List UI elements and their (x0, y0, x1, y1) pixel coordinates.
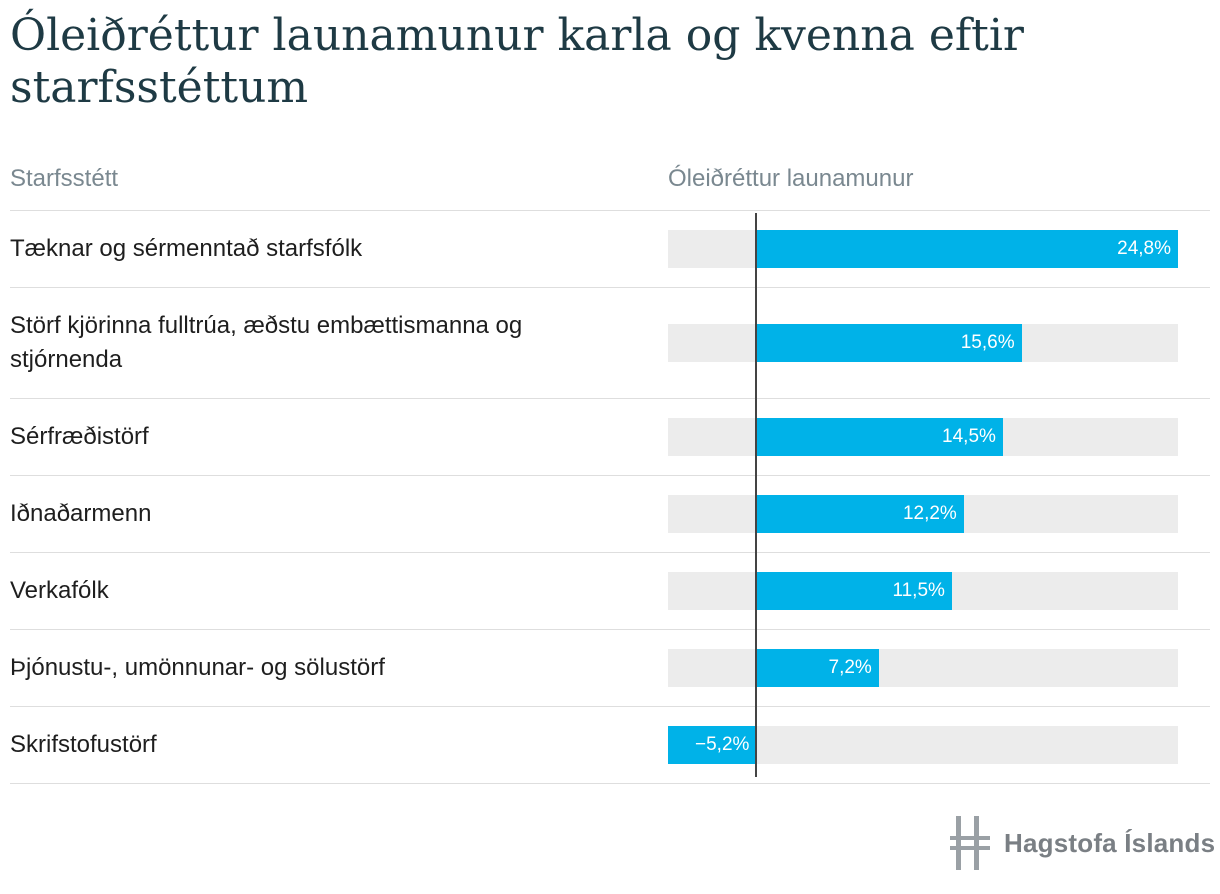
category-label: Þjónustu-, umönnunar- og sölustörf (10, 654, 385, 681)
category-label: Iðnaðarmenn (10, 500, 152, 527)
bar-track: 15,6% (668, 324, 1178, 362)
bar (668, 726, 757, 764)
bar (756, 572, 952, 610)
bar (756, 649, 879, 687)
logo-text: Hagstofa Íslands (1004, 827, 1216, 858)
bar-value-label: 14,5% (942, 426, 996, 447)
bar-track: 14,5% (668, 418, 1178, 456)
category-label: Tæknar og sérmenntað starfsfólk (10, 235, 363, 262)
bar-value-label: −5,2% (695, 734, 750, 755)
category-label: Störf kjörinna fulltrúa, æðstu embættism… (10, 312, 523, 373)
category-label: Sérfræðistörf (10, 423, 149, 450)
bar-value-label: 7,2% (828, 657, 872, 678)
bar-value-label: 12,2% (902, 503, 957, 524)
category-label: Verkafólk (10, 577, 109, 604)
chart-row: Verkafólk 11,5% (10, 553, 1210, 630)
bar-track: 11,5% (668, 572, 1178, 610)
value-column-header: Óleiðréttur launamunur (668, 165, 914, 192)
bar-track: 24,8% (668, 230, 1178, 268)
bar (756, 324, 1022, 362)
bar (756, 230, 1178, 268)
chart-row: Tæknar og sérmenntað starfsfólk 24,8% (10, 211, 1210, 288)
hagstofa-logo-icon (950, 816, 990, 870)
hagstofa-logo: Hagstofa Íslands (950, 816, 1215, 870)
bar-value-label: 15,6% (960, 332, 1015, 353)
bar (756, 495, 964, 533)
category-column-header: Starfsstétt (10, 165, 119, 192)
bar-track: −5,2% (668, 726, 1178, 764)
bar (756, 418, 1003, 456)
chart-row: Skrifstofustörf −5,2% (10, 707, 1210, 784)
chart-row: Þjónustu-, umönnunar- og sölustörf 7,2% (10, 630, 1210, 707)
chart-row: Störf kjörinna fulltrúa, æðstu embættism… (10, 288, 1210, 399)
bar-track: 7,2% (668, 649, 1178, 687)
chart-row: Sérfræðistörf 14,5% (10, 399, 1210, 476)
chart-row: Iðnaðarmenn 12,2% (10, 476, 1210, 553)
bar-value-label: 24,8% (1117, 238, 1171, 259)
chart-title: Óleiðréttur launamunur karla og kvenna e… (10, 10, 1024, 113)
chart-rows: Tæknar og sérmenntað starfsfólk 24,8% Stör… (10, 210, 1210, 784)
zero-axis-line (755, 213, 758, 777)
bar-track: 12,2% (668, 495, 1178, 533)
bar-value-label: 11,5% (892, 580, 945, 601)
category-label: Skrifstofustörf (10, 731, 157, 758)
